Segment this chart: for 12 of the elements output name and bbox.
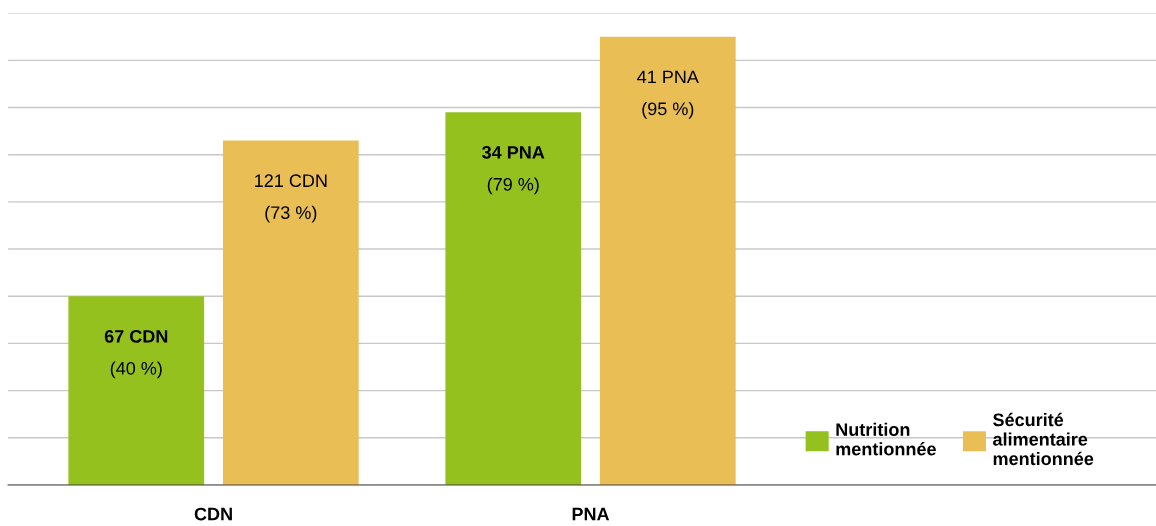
legend-label: Sécurité alimentaire mentionnée xyxy=(993,412,1094,466)
bar xyxy=(445,112,582,485)
data-label: 121 CDN (73 %) xyxy=(255,174,327,223)
legend-label: Nutrition mentionnée xyxy=(836,422,936,456)
x-tick-label: CDN xyxy=(194,507,232,521)
bar xyxy=(599,36,736,485)
data-label: 41 PNA (95 %) xyxy=(637,70,699,119)
bar xyxy=(68,296,205,485)
data-label: 34 PNA (79 %) xyxy=(482,145,545,195)
data-label: 67 CDN (40 %) xyxy=(104,329,168,379)
x-tick-label: PNA xyxy=(572,507,610,521)
bar xyxy=(222,140,359,485)
